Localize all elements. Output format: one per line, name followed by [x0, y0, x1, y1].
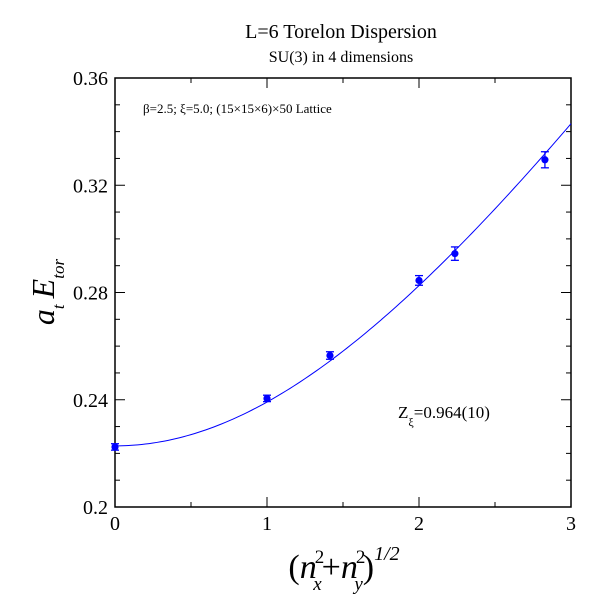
x-tick-label: 0: [110, 513, 120, 535]
data-point: [325, 351, 334, 360]
y-tick-label: 0.32: [73, 175, 108, 197]
data-point: [415, 274, 423, 286]
x-axis-ticks: 0 1 2 3: [110, 78, 576, 535]
y-axis-ticks: 0.2 0.24 0.28 0.32 0.36: [73, 68, 571, 519]
x-tick-label: 2: [414, 513, 424, 535]
y-tick-label: 0.28: [73, 283, 108, 305]
point-marker: [541, 156, 549, 164]
data-point: [111, 443, 119, 451]
fit-curve: [114, 123, 572, 447]
x-tick-label: 1: [262, 513, 272, 535]
x-tick-label: 3: [566, 513, 576, 535]
point-marker: [451, 250, 459, 258]
point-marker: [326, 351, 334, 360]
y-tick-label: 0.2: [83, 497, 108, 519]
lattice-annotation: β=2.5; ξ=5.0; (15×15×6)×50 Lattice: [143, 101, 332, 116]
y-tick-label: 0.36: [73, 68, 108, 90]
point-marker: [263, 394, 271, 403]
data-point: [450, 246, 459, 261]
point-marker: [415, 276, 423, 285]
chart-subtitle: SU(3) in 4 dimensions: [269, 49, 413, 66]
data-points: [111, 151, 549, 451]
fit-result-label: Zξ=0.964(10): [398, 403, 490, 429]
plot-frame: [114, 77, 572, 508]
y-tick-label: 0.24: [73, 390, 108, 412]
y-axis-label: atEtor: [25, 259, 68, 326]
x-axis-label: (n2 x+n2 y)1/2: [288, 543, 399, 595]
point-marker: [111, 443, 119, 451]
chart-title: L=6 Torelon Dispersion: [245, 21, 437, 43]
data-point: [540, 151, 549, 169]
data-point: [263, 394, 271, 403]
